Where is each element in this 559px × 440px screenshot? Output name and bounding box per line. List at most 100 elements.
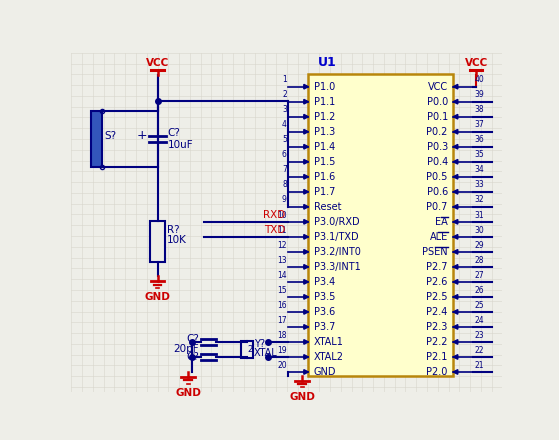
Text: 3: 3	[282, 106, 287, 114]
Text: 32: 32	[475, 195, 485, 205]
Polygon shape	[304, 249, 309, 254]
Text: 11: 11	[277, 226, 287, 235]
Text: GND: GND	[290, 392, 315, 402]
Text: 36: 36	[475, 136, 485, 144]
Text: P2.4: P2.4	[427, 307, 448, 317]
Text: ALE: ALE	[429, 232, 448, 242]
Polygon shape	[304, 370, 309, 374]
Polygon shape	[453, 264, 458, 269]
Text: P1.3: P1.3	[314, 127, 335, 137]
Text: P1.6: P1.6	[314, 172, 335, 182]
Text: 39: 39	[475, 90, 485, 99]
Text: 40: 40	[475, 75, 485, 84]
Text: 20pF: 20pF	[173, 344, 199, 354]
Polygon shape	[453, 174, 458, 179]
Polygon shape	[304, 295, 309, 299]
Text: P2.2: P2.2	[427, 337, 448, 347]
Text: 6: 6	[282, 150, 287, 159]
Text: P2.3: P2.3	[427, 322, 448, 332]
Polygon shape	[453, 114, 458, 119]
Text: 29: 29	[475, 241, 485, 249]
Text: 5: 5	[282, 136, 287, 144]
Text: 34: 34	[475, 165, 485, 174]
Text: XTAL1: XTAL1	[314, 337, 344, 347]
Text: 16: 16	[277, 301, 287, 310]
Text: EA: EA	[435, 217, 448, 227]
Text: XTAL2: XTAL2	[314, 352, 344, 362]
Polygon shape	[453, 84, 458, 89]
Polygon shape	[304, 310, 309, 314]
Text: 35: 35	[475, 150, 485, 159]
Text: 10uF: 10uF	[168, 140, 193, 150]
Text: 23: 23	[475, 330, 485, 340]
Text: 22: 22	[475, 346, 484, 355]
Text: 19: 19	[277, 346, 287, 355]
Text: 33: 33	[475, 180, 485, 190]
Text: P1.1: P1.1	[314, 97, 335, 106]
Text: VCC: VCC	[465, 58, 488, 68]
Text: P1.2: P1.2	[314, 112, 335, 122]
Text: 17: 17	[277, 315, 287, 325]
Text: GND: GND	[145, 292, 170, 302]
Text: P3.4: P3.4	[314, 277, 335, 287]
Text: 8: 8	[282, 180, 287, 190]
Text: 4: 4	[282, 121, 287, 129]
Text: P1.7: P1.7	[314, 187, 335, 197]
Text: P3.0/RXD: P3.0/RXD	[314, 217, 359, 227]
Text: +: +	[137, 129, 148, 143]
Text: 38: 38	[475, 106, 485, 114]
Polygon shape	[304, 355, 309, 359]
Text: S?: S?	[105, 131, 116, 140]
Text: P0.2: P0.2	[427, 127, 448, 137]
Polygon shape	[453, 325, 458, 329]
Text: P0.5: P0.5	[427, 172, 448, 182]
Text: 30: 30	[475, 226, 485, 235]
Polygon shape	[453, 220, 458, 224]
Polygon shape	[304, 99, 309, 104]
Text: P3.3/INT1: P3.3/INT1	[314, 262, 361, 272]
Text: GND: GND	[314, 367, 337, 377]
Polygon shape	[304, 235, 309, 239]
Text: 15: 15	[277, 286, 287, 295]
Text: P1.5: P1.5	[314, 157, 335, 167]
Polygon shape	[304, 340, 309, 344]
Polygon shape	[453, 279, 458, 284]
Polygon shape	[304, 279, 309, 284]
Text: VCC: VCC	[146, 58, 169, 68]
Polygon shape	[453, 159, 458, 164]
Bar	[150, 221, 165, 262]
Text: 14: 14	[277, 271, 287, 279]
Text: P3.5: P3.5	[314, 292, 335, 302]
Text: 21: 21	[475, 361, 484, 370]
Text: C?: C?	[168, 128, 181, 138]
Polygon shape	[304, 159, 309, 164]
Text: 24: 24	[475, 315, 485, 325]
Text: 2: 2	[282, 90, 287, 99]
Text: P0.4: P0.4	[427, 157, 448, 167]
Text: 27: 27	[475, 271, 485, 279]
Polygon shape	[453, 355, 458, 359]
Text: P1.4: P1.4	[314, 142, 335, 152]
Text: 26: 26	[475, 286, 485, 295]
Text: P2.5: P2.5	[427, 292, 448, 302]
Text: P3.1/TXD: P3.1/TXD	[314, 232, 358, 242]
Polygon shape	[304, 190, 309, 194]
Polygon shape	[453, 144, 458, 149]
Text: P3.6: P3.6	[314, 307, 335, 317]
Text: P0.3: P0.3	[427, 142, 448, 152]
Text: P2.0: P2.0	[427, 367, 448, 377]
Polygon shape	[453, 295, 458, 299]
Polygon shape	[304, 114, 309, 119]
Text: TXD: TXD	[264, 225, 285, 235]
Polygon shape	[453, 129, 458, 134]
Text: PSEN: PSEN	[422, 247, 448, 257]
Polygon shape	[304, 174, 309, 179]
Text: XTAL: XTAL	[254, 348, 277, 358]
Text: 31: 31	[475, 210, 485, 220]
Text: 1: 1	[282, 75, 287, 84]
Polygon shape	[453, 370, 458, 374]
Text: 18: 18	[277, 330, 287, 340]
Text: C?: C?	[186, 334, 199, 344]
Text: Reset: Reset	[314, 202, 342, 212]
Text: C?: C?	[186, 352, 199, 362]
